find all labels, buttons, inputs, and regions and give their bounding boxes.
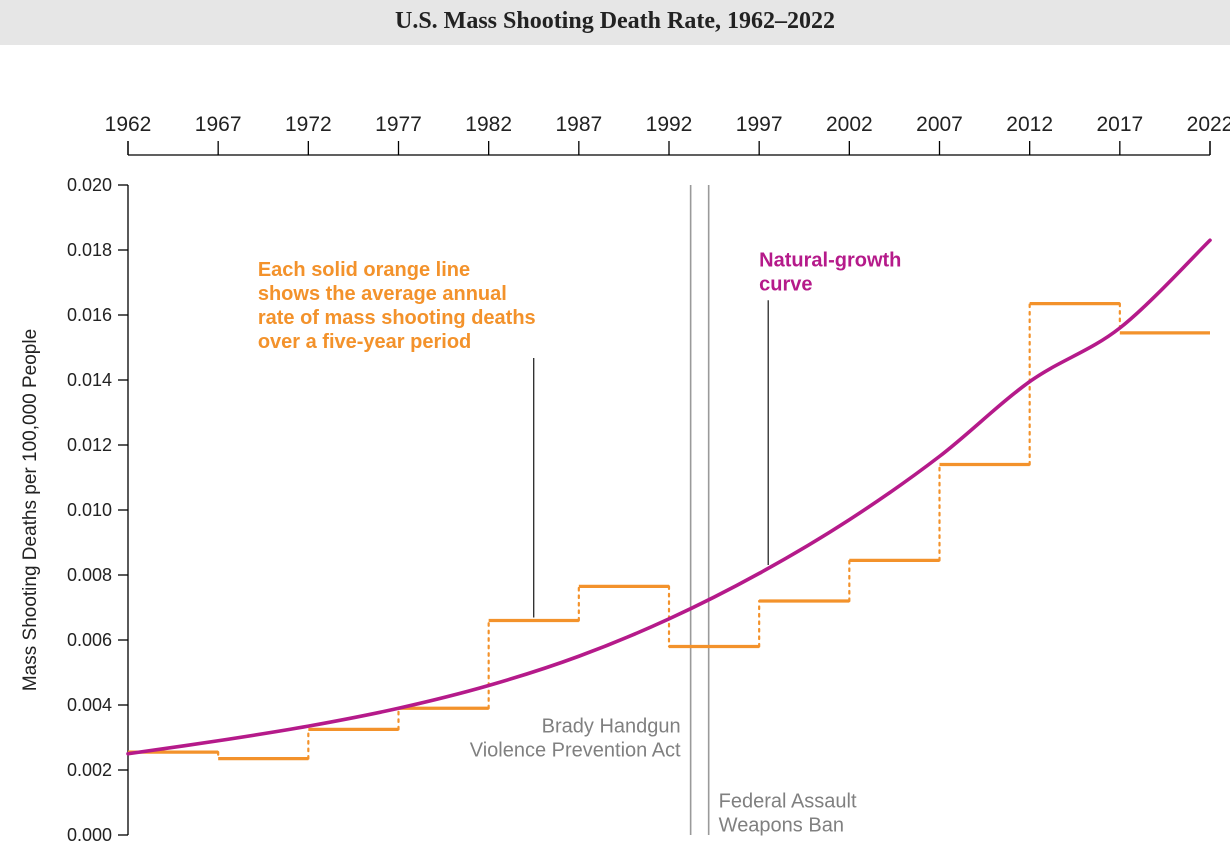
y-tick-label: 0.000 [67,825,112,845]
y-tick-label: 0.012 [67,435,112,455]
x-tick-label: 1987 [555,113,602,136]
x-tick-label: 1992 [646,113,693,136]
svg-text:curve: curve [759,273,812,295]
x-tick-label: 1977 [375,113,422,136]
svg-text:Each solid orange line: Each solid orange line [258,259,470,281]
x-tick-label: 1972 [285,113,332,136]
x-tick-label: 2007 [916,113,963,136]
x-tick-label: 1967 [195,113,242,136]
svg-text:Weapons Ban: Weapons Ban [719,814,844,836]
chart-area: 1962 1967 1972 1977 1982 1987 1992 1997 2002 2007… [0,45,1230,856]
svg-text:rate of mass shooting deaths: rate of mass shooting deaths [258,307,536,329]
annotation-orange: Each solid orange lineshows the average … [258,259,536,618]
svg-text:Violence Prevention Act: Violence Prevention Act [470,740,681,762]
y-tick-label: 0.018 [67,240,112,260]
x-tick-label: 1997 [736,113,783,136]
svg-text:shows the average annual: shows the average annual [258,283,507,305]
svg-text:Natural-growth: Natural-growth [759,249,901,271]
y-tick-label: 0.004 [67,695,112,715]
x-tick-label: 2012 [1006,113,1053,136]
y-tick-label: 0.008 [67,565,112,585]
y-axis-title: Mass Shooting Deaths per 100,000 People [20,329,41,691]
y-tick-label: 0.014 [67,370,112,390]
svg-text:over a five-year period: over a five-year period [258,331,471,353]
svg-text:Brady Handgun: Brady Handgun [542,716,681,738]
chart-title: U.S. Mass Shooting Death Rate, 1962–2022 [0,8,1230,35]
chart-title-bar: U.S. Mass Shooting Death Rate, 1962–2022 [0,0,1230,45]
x-tick-label: 1982 [465,113,512,136]
annotation-brady: Brady HandgunViolence Prevention Act [470,716,681,762]
x-tick-label: 2017 [1096,113,1143,136]
x-tick-label: 2022 [1187,113,1230,136]
svg-text:Federal Assault: Federal Assault [719,790,857,812]
y-tick-label: 0.010 [67,500,112,520]
y-tick-label: 0.016 [67,305,112,325]
x-tick-label: 1962 [105,113,152,136]
y-tick-label: 0.006 [67,630,112,650]
annotation-magenta: Natural-growthcurve [759,249,901,565]
annotation-awb: Federal AssaultWeapons Ban [719,790,857,836]
x-tick-label: 2002 [826,113,873,136]
y-tick-label: 0.020 [67,175,112,195]
chart-svg: 1962 1967 1972 1977 1982 1987 1992 1997 2002 2007… [0,45,1230,856]
y-tick-label: 0.002 [67,760,112,780]
